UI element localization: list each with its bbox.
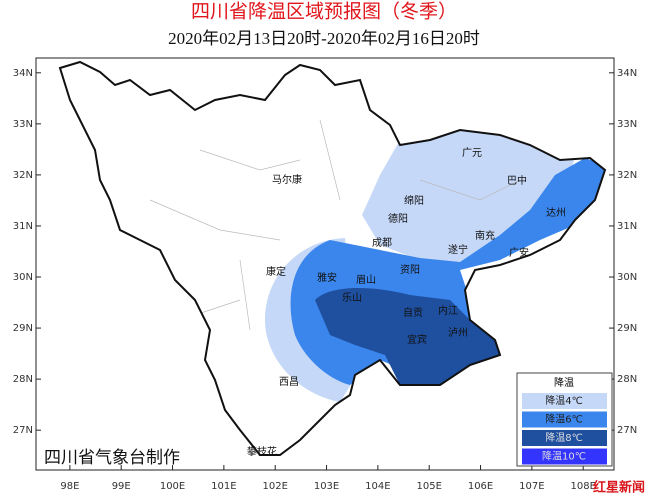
city-label: 宜宾 — [407, 333, 427, 346]
lat-tick-label: 30N — [13, 272, 33, 283]
city-label: 自贡 — [403, 306, 423, 319]
lat-tick-label: 32N — [13, 170, 33, 181]
legend-label: 降温4℃ — [545, 394, 583, 407]
city-label: 南充 — [475, 229, 495, 242]
city-label: 广安 — [509, 246, 529, 259]
city-label: 绵阳 — [404, 194, 424, 207]
lon-tick-label: 108E — [570, 481, 595, 492]
lon-tick-label: 103E — [314, 481, 339, 492]
subtitle: 2020年02月13日20时-2020年02月16日20时 — [168, 29, 480, 48]
city-label: 资阳 — [400, 264, 420, 276]
city-label: 眉山 — [356, 274, 376, 286]
lon-tick-label: 99E — [112, 481, 131, 492]
city-label: 巴中 — [507, 174, 527, 187]
legend-swatch — [522, 448, 607, 465]
lat-tick-label: 31N — [13, 221, 33, 232]
lon-tick-label: 101E — [211, 481, 236, 492]
lat-tick-label: 34N — [13, 68, 33, 79]
lat-tick-label: 27N — [13, 425, 33, 436]
lat-tick-label: 30N — [617, 272, 637, 283]
city-label: 攀枝花 — [247, 445, 277, 458]
legend-swatch — [522, 430, 607, 446]
city-label: 德阳 — [388, 212, 408, 225]
legend-title: 降温 — [554, 376, 574, 389]
lon-tick-label: 98E — [60, 481, 79, 492]
city-label: 西昌 — [279, 376, 299, 388]
city-label: 广元 — [462, 147, 482, 159]
legend-swatch — [522, 393, 607, 409]
lon-tick-label: 100E — [160, 481, 185, 492]
legend-label: 降温8℃ — [545, 431, 583, 444]
lat-tick-label: 29N — [13, 323, 33, 334]
city-label: 遂宁 — [448, 243, 468, 256]
lat-tick-label: 28N — [617, 374, 637, 385]
city-label: 马尔康 — [272, 173, 302, 186]
city-label: 雅安 — [317, 271, 337, 284]
city-label: 成都 — [372, 237, 392, 249]
lat-tick-label: 33N — [617, 119, 637, 130]
lat-tick-label: 32N — [617, 170, 637, 181]
lon-tick-label: 105E — [417, 481, 442, 492]
zone-8 — [315, 288, 500, 385]
lon-tick-label: 106E — [468, 481, 493, 492]
lon-tick-label: 102E — [263, 481, 288, 492]
county-lines — [149, 119, 521, 331]
legend-label: 降温6℃ — [545, 413, 583, 426]
lat-tick-label: 29N — [617, 323, 637, 334]
lon-tick-label: 107E — [519, 481, 544, 492]
title: 四川省降温区域预报图（冬季） — [191, 0, 457, 22]
city-label: 达州 — [546, 207, 566, 219]
credit: 四川省气象台制作 — [44, 448, 180, 468]
city-label: 内江 — [438, 304, 458, 317]
lat-tick-label: 34N — [617, 68, 637, 79]
lat-tick-label: 27N — [617, 425, 637, 436]
lat-tick-label: 31N — [617, 221, 637, 232]
legend-label: 降温10℃ — [542, 450, 586, 463]
lat-tick-label: 28N — [13, 374, 33, 385]
lat-tick-label: 33N — [13, 119, 33, 130]
city-label: 泸州 — [448, 327, 468, 339]
legend-swatch — [522, 411, 607, 428]
lon-tick-label: 104E — [365, 481, 390, 492]
city-label: 乐山 — [342, 292, 362, 304]
zones — [149, 119, 605, 402]
city-label: 康定 — [266, 265, 286, 278]
watermark: 红星新闻 — [593, 480, 645, 496]
